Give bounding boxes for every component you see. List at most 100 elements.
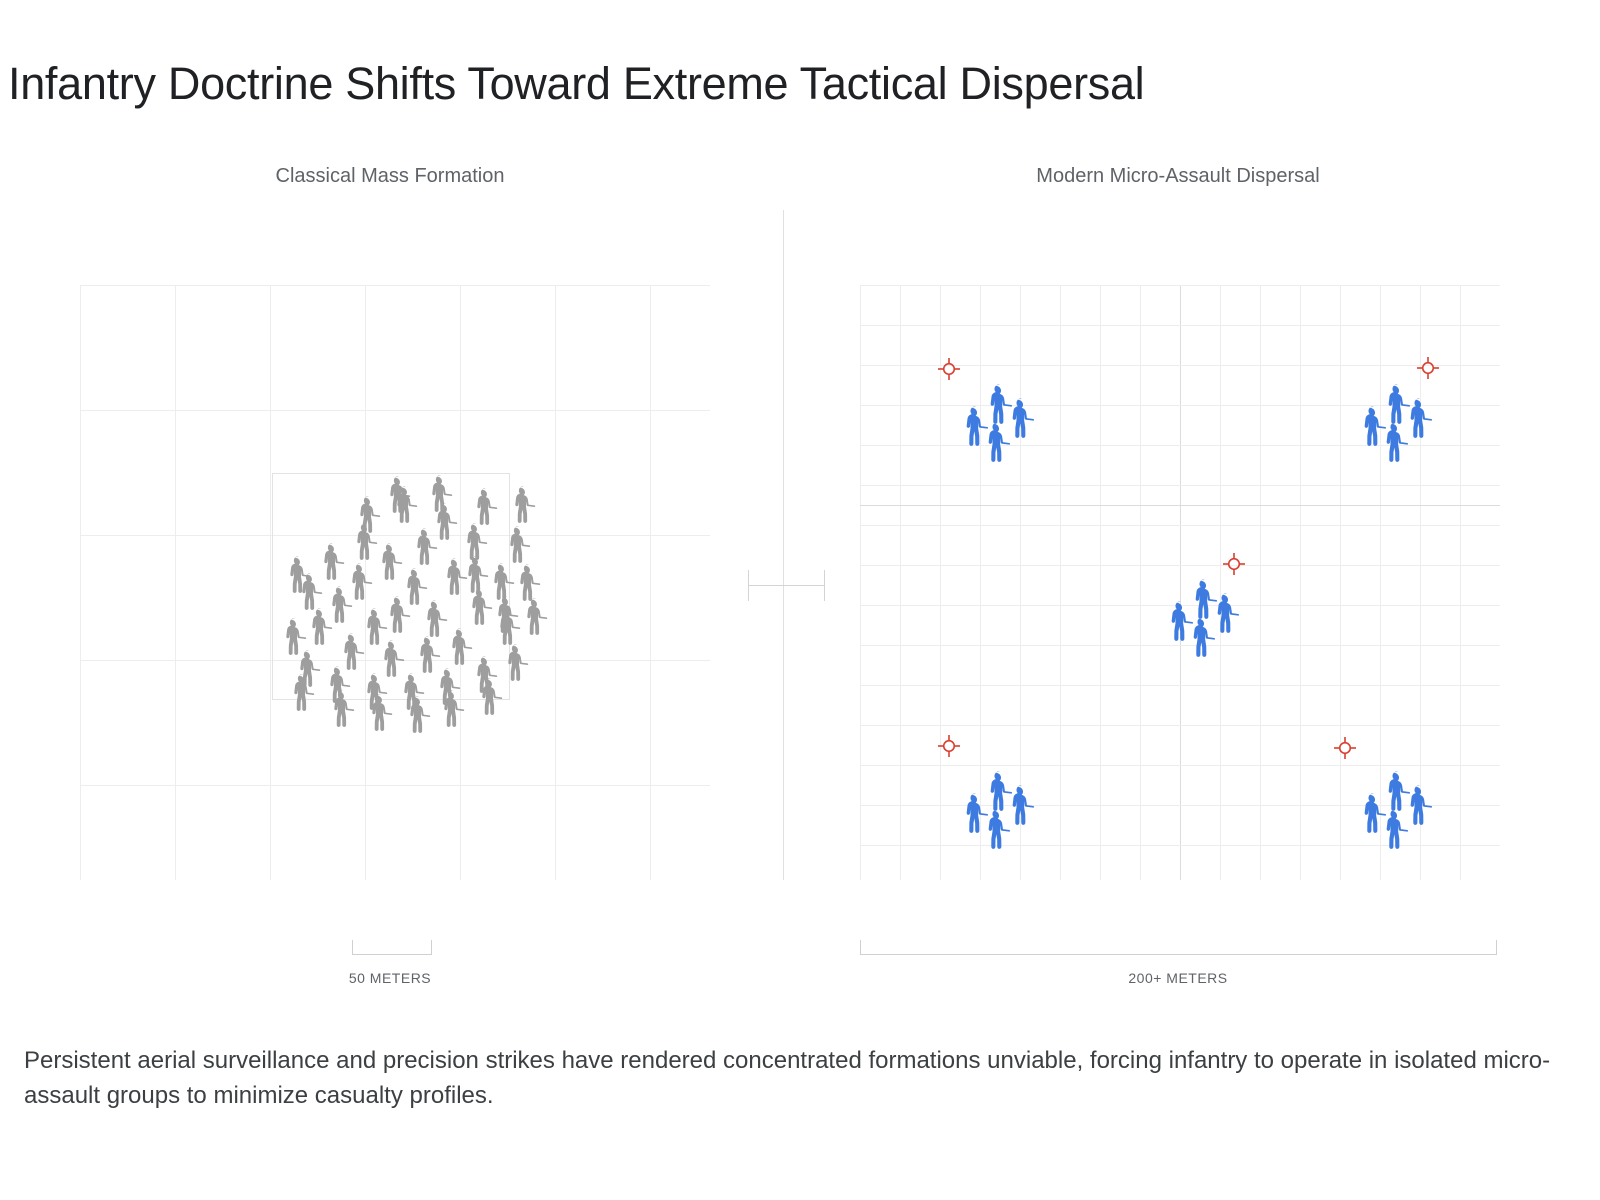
gridline-vertical (1460, 285, 1461, 880)
micro-assault-soldier (982, 808, 1014, 851)
micro-assault-soldier (1187, 616, 1219, 659)
micro-assault-soldier (982, 421, 1014, 464)
mass-formation-soldier (504, 525, 534, 565)
mass-formation-soldier (509, 485, 539, 525)
gridline-horizontal (80, 785, 710, 786)
dispersal-bracket-cap-right (824, 570, 825, 601)
mass-formation-soldier (426, 474, 456, 514)
gridline-horizontal (80, 410, 710, 411)
gridline-vertical (650, 285, 651, 880)
mass-formation-soldier (306, 607, 336, 647)
mass-formation-soldier (476, 677, 506, 717)
mass-formation-soldier (326, 585, 356, 625)
gridline-vertical (1140, 285, 1141, 880)
micro-assault-soldier (984, 770, 1016, 813)
gridline-vertical (1180, 285, 1181, 880)
gridline-vertical (980, 285, 981, 880)
gridline-horizontal (80, 535, 710, 536)
gridline-vertical (1060, 285, 1061, 880)
mass-formation-plot (80, 285, 710, 880)
micro-assault-soldier (1358, 405, 1390, 448)
mass-formation-soldier (441, 557, 471, 597)
mass-formation-soldier (514, 563, 544, 603)
scale-label-left: 50 METERS (348, 970, 432, 986)
gridline-horizontal (860, 685, 1500, 686)
gridline-vertical (80, 285, 81, 880)
threat-crosshair-icon (938, 735, 960, 757)
micro-assault-soldier (1380, 421, 1412, 464)
mass-formation-soldier (318, 542, 348, 582)
mass-formation-soldier (398, 672, 428, 712)
scale-bar-right-tick-end (1496, 940, 1497, 955)
mass-formation-soldier (404, 695, 434, 735)
gridline-vertical (270, 285, 271, 880)
gridline-vertical (940, 285, 941, 880)
scale-bar-right-line (860, 954, 1497, 955)
gridline-vertical (1340, 285, 1341, 880)
gridline-horizontal (80, 285, 710, 286)
gridline-vertical (1380, 285, 1381, 880)
micro-assault-soldier (1380, 808, 1412, 851)
gridline-horizontal (860, 445, 1500, 446)
micro-assault-soldier (1358, 792, 1390, 835)
gridline-horizontal (860, 845, 1500, 846)
mass-formation-soldier (411, 527, 441, 567)
gridline-horizontal (860, 325, 1500, 326)
gridline-horizontal (860, 405, 1500, 406)
gridline-vertical (900, 285, 901, 880)
mass-formation-soldier (421, 599, 451, 639)
mass-formation-soldier (461, 522, 491, 562)
micro-assault-soldier (1006, 397, 1038, 440)
mass-formation-soldier (492, 595, 522, 635)
gridline-horizontal (860, 285, 1500, 286)
threat-crosshair-icon (1417, 357, 1439, 379)
gridline-vertical (1260, 285, 1261, 880)
mass-formation-soldier (502, 643, 532, 683)
gridline-vertical (1020, 285, 1021, 880)
caption-text: Persistent aerial surveillance and preci… (24, 1047, 1551, 1109)
gridline-vertical (175, 285, 176, 880)
gridline-horizontal (860, 565, 1500, 566)
mass-formation-soldier (288, 673, 318, 713)
mass-formation-soldier (354, 495, 384, 535)
dispersal-bracket (748, 585, 825, 586)
mass-formation-soldier (361, 607, 391, 647)
micro-assault-soldier (1382, 770, 1414, 813)
gridline-horizontal (860, 365, 1500, 366)
scale-label-right: 200+ METERS (1128, 970, 1228, 986)
gridline-vertical (1300, 285, 1301, 880)
micro-assault-plot (860, 285, 1500, 880)
gridline-horizontal-major (860, 505, 1500, 506)
mass-formation-soldier (376, 542, 406, 582)
micro-assault-soldier (960, 792, 992, 835)
mass-formation-soldier (521, 597, 551, 637)
gridline-vertical (460, 285, 461, 880)
mass-formation-soldier (414, 635, 444, 675)
mass-formation-soldier (328, 689, 358, 729)
mass-formation-soldier (471, 487, 501, 527)
scale-bar-left-tick-start (352, 940, 353, 955)
micro-assault-soldier (1382, 383, 1414, 426)
micro-assault-soldier (1006, 784, 1038, 827)
scale-bar-right-tick-start (860, 940, 861, 955)
gridline-horizontal (860, 525, 1500, 526)
mass-formation-soldier (366, 693, 396, 733)
mass-formation-soldier (284, 555, 314, 595)
scale-bar-left-tick-end (431, 940, 432, 955)
panel-divider (783, 210, 784, 880)
mass-formation-soldier (346, 562, 376, 602)
micro-assault-soldier (1404, 784, 1436, 827)
threat-crosshair-icon (938, 358, 960, 380)
mass-formation-soldier (462, 555, 492, 595)
threat-crosshair-icon (1334, 737, 1356, 759)
mass-formation-soldier (434, 667, 464, 707)
micro-assault-soldier (1404, 397, 1436, 440)
mass-formation-soldier (294, 649, 324, 689)
mass-formation-soldier (361, 672, 391, 712)
micro-assault-soldier (984, 383, 1016, 426)
gridline-vertical (860, 285, 861, 880)
mass-formation-soldier (378, 639, 408, 679)
mass-formation-soldier (466, 587, 496, 627)
mass-formation-soldier (438, 689, 468, 729)
